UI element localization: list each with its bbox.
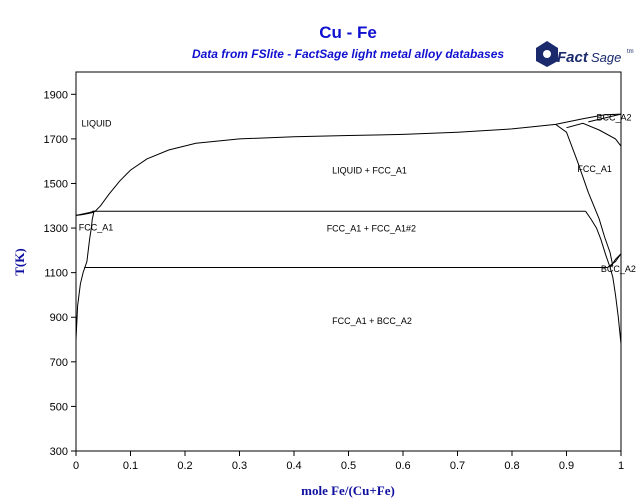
x-tick-label: 0.5 xyxy=(341,460,356,472)
x-tick-label: 0 xyxy=(73,460,79,472)
phase-boundary-curve xyxy=(588,113,622,123)
phase-boundary-curve xyxy=(75,210,96,216)
chart-subtitle: Data from FSlite - FactSage light metal … xyxy=(192,47,504,61)
chart-title: Cu - Fe xyxy=(319,23,377,42)
phase-boundary-curve xyxy=(585,211,611,268)
y-tick-label: 1900 xyxy=(44,89,68,101)
x-axis-label: mole Fe/(Cu+Fe) xyxy=(301,483,395,498)
phase-region-label: BCC_A2 xyxy=(601,264,636,274)
y-tick-label: 300 xyxy=(50,446,68,458)
plot-frame xyxy=(75,71,622,452)
x-tick-label: 0.3 xyxy=(232,460,247,472)
phase-region-label: FCC_A1 xyxy=(577,164,612,174)
y-tick-label: 700 xyxy=(50,357,68,369)
logo-center-dot xyxy=(543,50,551,58)
x-tick-label: 0.6 xyxy=(395,460,410,472)
phase-region-label: BCC_A2 xyxy=(596,112,631,122)
x-tick-label: 0.7 xyxy=(450,460,465,472)
axis-ticks: 0 0.1 0.2 0.3 0.4 0.5 0.6 0.7 0.8 0.9 130050070090… xyxy=(44,89,625,472)
logo-sage-text: Sage xyxy=(591,50,621,65)
logo-tm-text: tm xyxy=(627,49,634,55)
phase-region-label: FCC_A1 xyxy=(79,222,114,232)
y-tick-label: 1300 xyxy=(44,223,68,235)
x-tick-label: 0.1 xyxy=(123,460,138,472)
phase-boundary-curve xyxy=(555,123,614,267)
factsage-logo: Fact Sage tm xyxy=(536,41,634,67)
factsage-logo-icon xyxy=(536,41,558,67)
phase-region-label: LIQUID xyxy=(81,119,112,129)
y-tick-label: 1500 xyxy=(44,178,68,190)
phase-region-labels: LIQUID LIQUID + FCC_A1 FCC_A1 BCC_A2 FCC_A1 F… xyxy=(79,112,636,326)
phase-boundary-curve xyxy=(566,122,622,147)
phase-region-label: FCC_A1 + BCC_A2 xyxy=(332,316,412,326)
x-tick-label: 0.8 xyxy=(504,460,519,472)
phase-region-label: FCC_A1 + FCC_A1#2 xyxy=(327,223,416,233)
y-tick-label: 500 xyxy=(50,401,68,413)
x-tick-label: 1 xyxy=(618,460,624,472)
phase-boundary-curve xyxy=(609,267,622,345)
y-tick-label: 900 xyxy=(50,312,68,324)
phase-boundary-curve xyxy=(609,253,622,268)
y-axis-label: T(K) xyxy=(12,248,27,275)
x-tick-label: 0.4 xyxy=(286,460,301,472)
phase-region-label: LIQUID + FCC_A1 xyxy=(332,165,407,175)
x-tick-label: 0.9 xyxy=(559,460,574,472)
y-tick-label: 1100 xyxy=(44,268,68,280)
x-tick-label: 0.2 xyxy=(177,460,192,472)
phase-boundary-curve xyxy=(75,211,95,340)
y-tick-label: 1700 xyxy=(44,134,68,146)
logo-fact-text: Fact xyxy=(557,49,589,66)
phase-boundaries xyxy=(75,113,622,345)
phase-boundary-curve xyxy=(607,253,622,268)
